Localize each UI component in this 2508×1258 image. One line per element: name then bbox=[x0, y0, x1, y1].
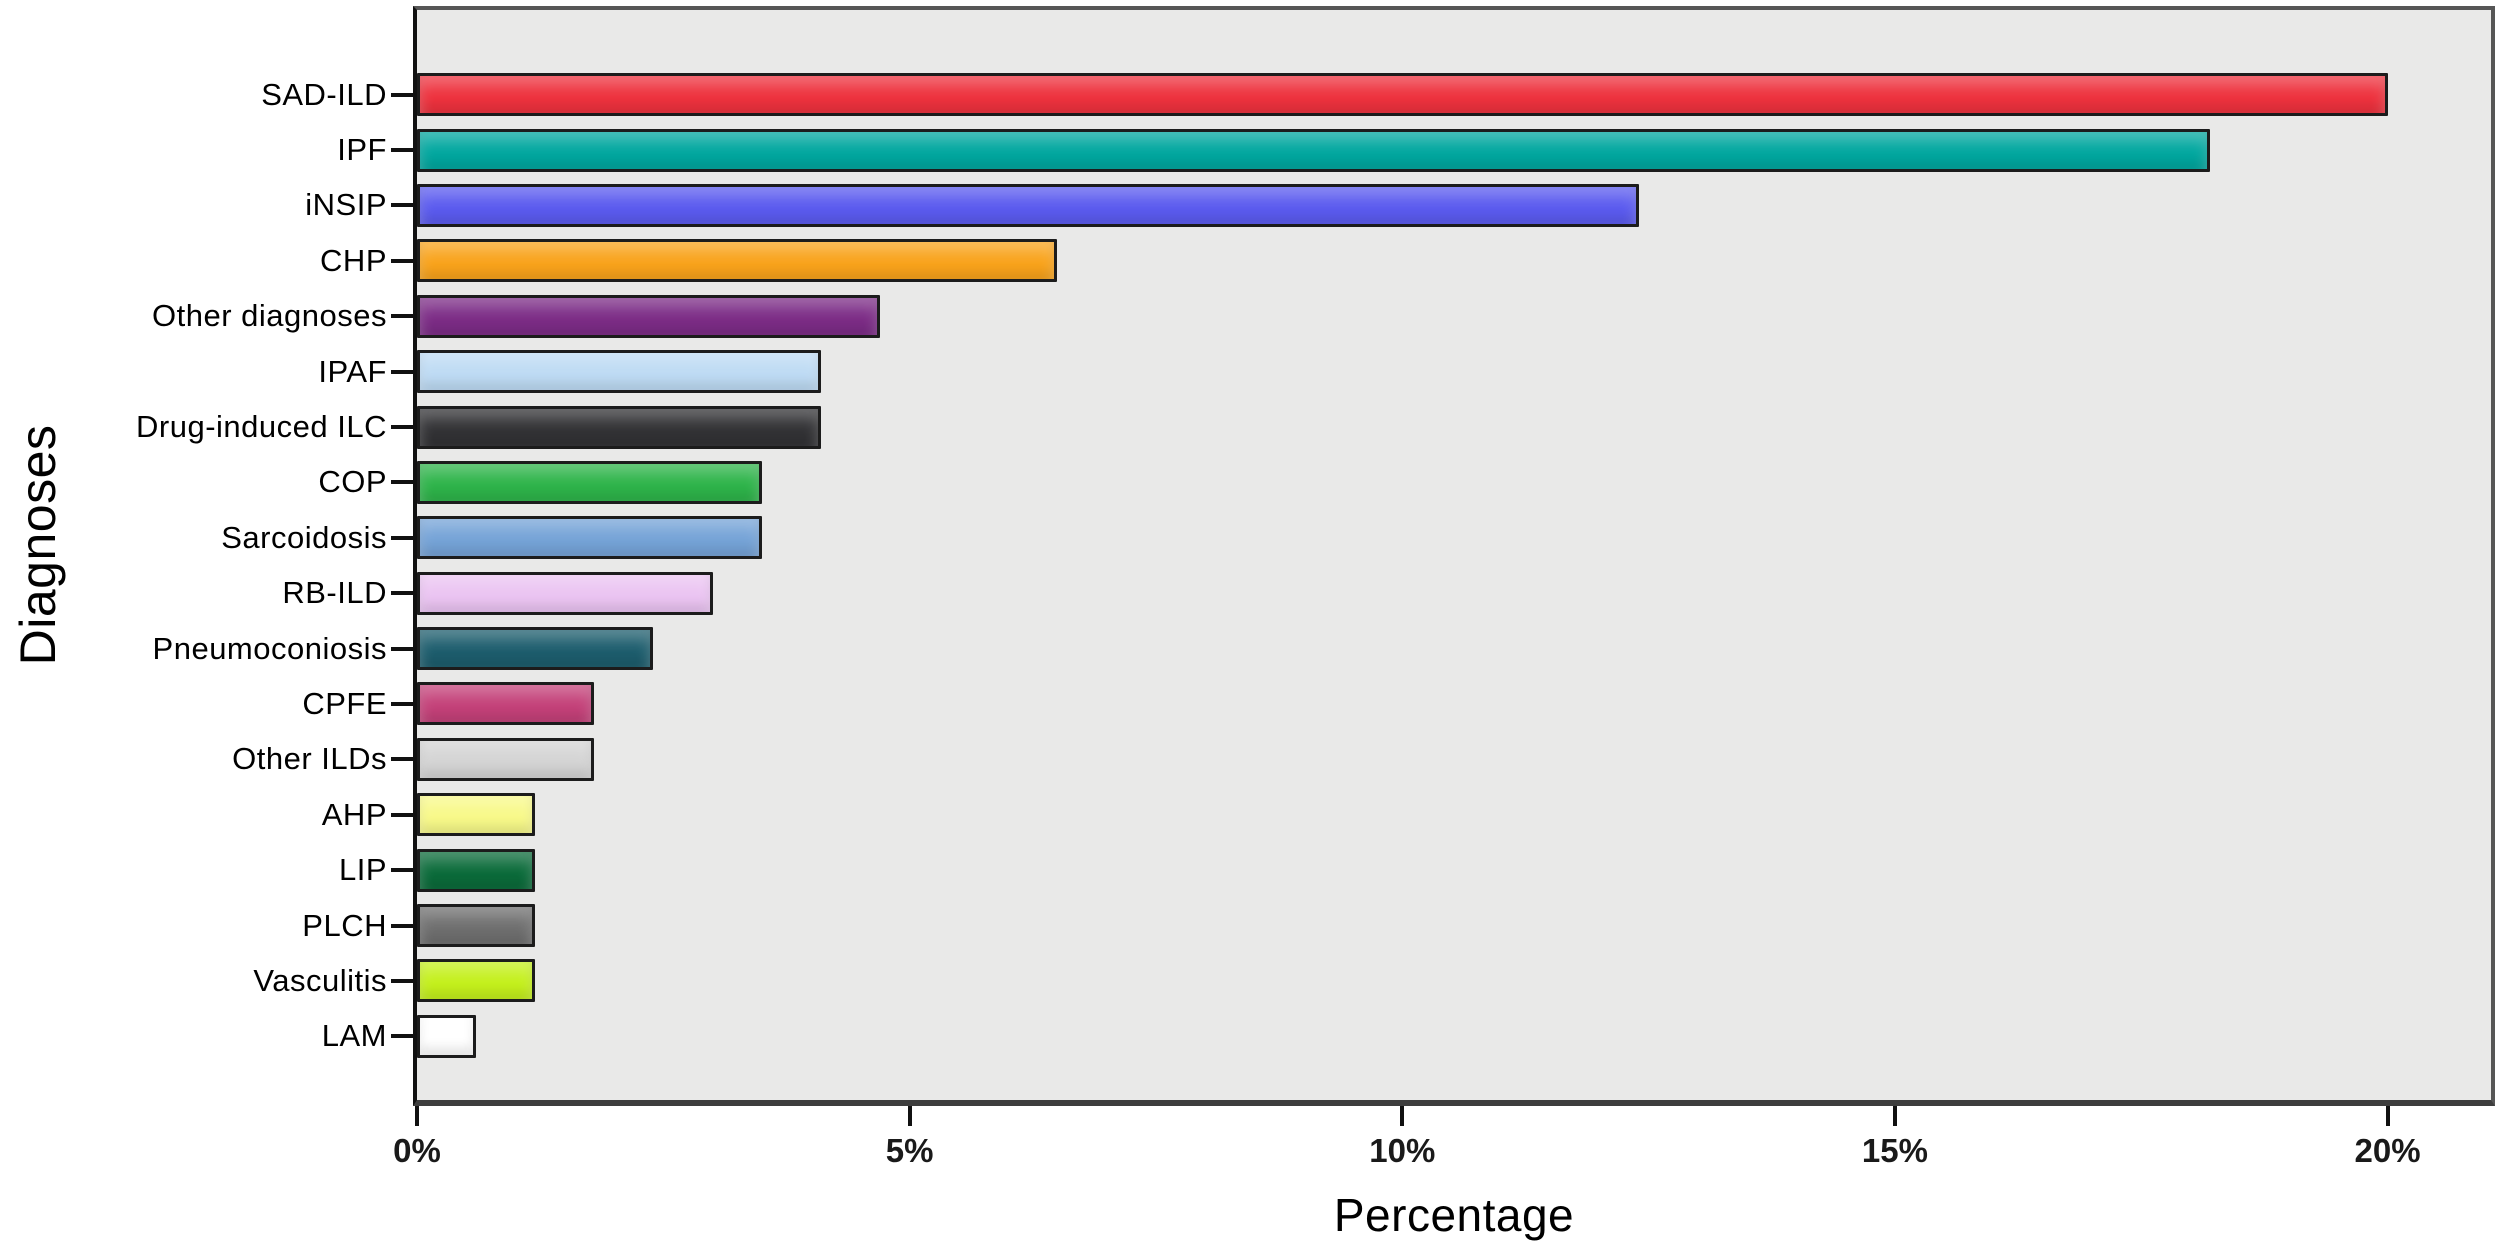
category-label: LAM bbox=[321, 1018, 387, 1054]
x-tick-label: 0% bbox=[393, 1132, 441, 1169]
category-tick-mark bbox=[391, 646, 417, 651]
bar-row: Sarcoidosis bbox=[221, 510, 2491, 565]
bar bbox=[417, 516, 762, 560]
bar-row: iNSIP bbox=[305, 178, 2491, 233]
bar-row: IPF bbox=[337, 122, 2491, 177]
category-label: Other diagnoses bbox=[152, 298, 387, 334]
category-label: IPF bbox=[337, 132, 387, 168]
category-label: Pneumoconiosis bbox=[152, 630, 387, 666]
bar bbox=[417, 405, 821, 449]
bar-row: COP bbox=[318, 455, 2491, 510]
category-tick-mark bbox=[391, 757, 417, 762]
bar bbox=[417, 1014, 477, 1058]
category-tick-mark bbox=[391, 535, 417, 540]
bar-row: SAD-ILD bbox=[261, 67, 2491, 122]
category-label: IPAF bbox=[318, 353, 387, 389]
bar-row: CHP bbox=[320, 233, 2491, 288]
bar-row: CPFE bbox=[302, 676, 2491, 731]
category-tick-mark bbox=[391, 369, 417, 374]
category-tick-mark bbox=[391, 1034, 417, 1039]
x-tick-line bbox=[1400, 1106, 1405, 1126]
bar bbox=[417, 294, 881, 338]
bar bbox=[417, 571, 713, 615]
bar bbox=[417, 682, 595, 726]
bar bbox=[417, 904, 536, 948]
category-label: Other ILDs bbox=[232, 741, 387, 777]
bar-row: IPAF bbox=[318, 344, 2491, 399]
category-tick-mark bbox=[391, 92, 417, 97]
category-label: LIP bbox=[338, 852, 387, 888]
bar bbox=[417, 848, 536, 892]
category-label: CHP bbox=[320, 242, 387, 278]
category-tick-mark bbox=[391, 480, 417, 485]
category-label: RB-ILD bbox=[282, 575, 387, 611]
x-tick-label: 20% bbox=[2354, 1132, 2421, 1169]
x-tick-line bbox=[415, 1106, 419, 1126]
x-tick-line bbox=[907, 1106, 912, 1126]
category-tick-mark bbox=[391, 425, 417, 430]
category-label: CPFE bbox=[302, 685, 387, 721]
bar bbox=[417, 793, 536, 837]
category-label: iNSIP bbox=[305, 187, 387, 223]
x-tick-label: 5% bbox=[885, 1132, 934, 1169]
bar bbox=[417, 737, 595, 781]
bar-row: Pneumoconiosis bbox=[153, 621, 2491, 676]
category-label: PLCH bbox=[302, 907, 387, 943]
bar-row: AHP bbox=[322, 787, 2491, 842]
x-tick-line bbox=[2385, 1106, 2390, 1126]
category-label: AHP bbox=[321, 796, 387, 832]
x-tick-label: 10% bbox=[1369, 1132, 1436, 1169]
y-axis-title: Diagnoses bbox=[10, 424, 66, 666]
category-tick-mark bbox=[391, 812, 417, 817]
bar bbox=[417, 627, 654, 671]
bar-row: Other diagnoses bbox=[152, 289, 2491, 344]
category-tick-mark bbox=[391, 314, 417, 319]
bar-row: LIP bbox=[339, 842, 2491, 897]
bar bbox=[417, 350, 821, 394]
category-label: COP bbox=[318, 464, 387, 500]
bar bbox=[417, 959, 536, 1003]
bar bbox=[417, 128, 2211, 172]
bar bbox=[417, 460, 762, 504]
bar-row: Other ILDs bbox=[232, 732, 2491, 787]
category-tick-mark bbox=[391, 923, 417, 928]
category-tick-mark bbox=[391, 701, 417, 706]
bar-row: Drug-induced ILC bbox=[136, 399, 2491, 454]
x-tick-label: 15% bbox=[1861, 1132, 1928, 1169]
category-tick-mark bbox=[391, 148, 417, 153]
category-tick-mark bbox=[391, 258, 417, 263]
x-axis-title: Percentage bbox=[1333, 1189, 1575, 1241]
plot-area: SAD-ILD IPF iNSIP CHP Other diagnoses IPAF Dru… bbox=[136, 6, 2495, 1169]
category-tick-mark bbox=[391, 868, 417, 873]
bar-row: LAM bbox=[322, 1009, 2491, 1064]
category-tick-mark bbox=[391, 978, 417, 983]
bars: SAD-ILD IPF iNSIP CHP Other diagnoses IPAF Dru… bbox=[136, 67, 2491, 1064]
bar-row: RB-ILD bbox=[282, 566, 2491, 621]
category-tick-mark bbox=[391, 591, 417, 596]
category-label: SAD-ILD bbox=[261, 76, 387, 112]
bar bbox=[417, 73, 2388, 117]
category-tick-mark bbox=[391, 203, 417, 208]
category-label: Drug-induced ILC bbox=[136, 409, 387, 445]
bar-row: Vasculitis bbox=[253, 953, 2491, 1008]
bar bbox=[417, 183, 1639, 227]
x-tick-line bbox=[1892, 1106, 1897, 1126]
bar-row: PLCH bbox=[302, 898, 2491, 953]
category-label: Vasculitis bbox=[253, 962, 387, 998]
category-label: Sarcoidosis bbox=[221, 519, 387, 555]
bar bbox=[417, 239, 1058, 283]
